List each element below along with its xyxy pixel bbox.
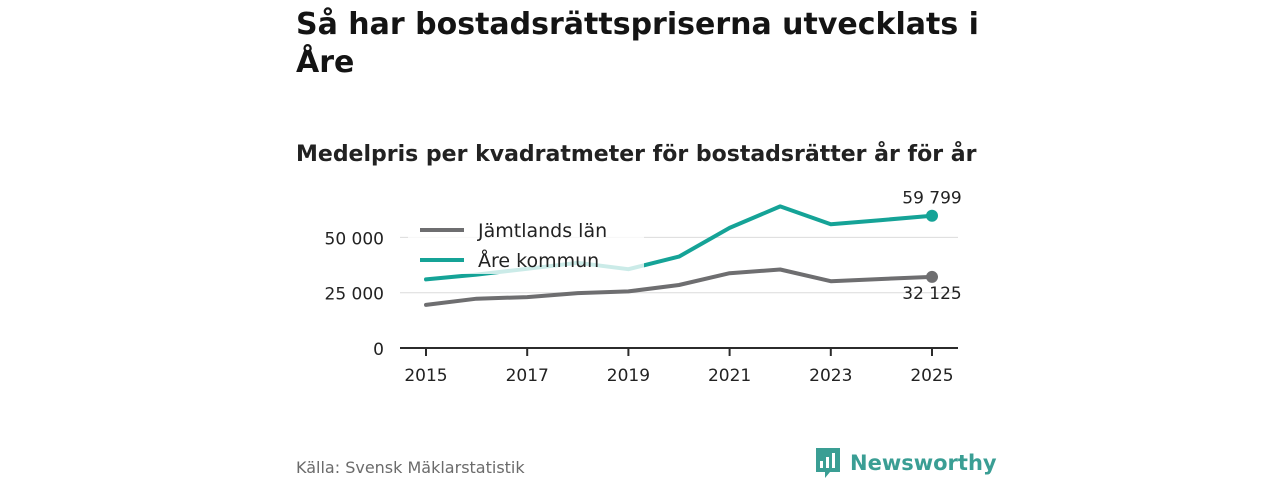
line-chart: 0 25 000 50 000 2015 2017 2019 2021 2023 2025 J… (325, 190, 962, 386)
source-note: Källa: Svensk Mäklarstatistik (296, 458, 525, 477)
x-tick-label: 2019 (607, 366, 650, 386)
newsworthy-logo-icon (816, 448, 840, 478)
x-axis: 2015 2017 2019 2021 2023 2025 (400, 347, 958, 386)
end-value-label-0: 32 125 (902, 284, 961, 304)
page-title: Så har bostadsrättspriserna utvecklats i… (296, 7, 979, 80)
chart-subtitle: Medelpris per kvadratmeter för bostadsrä… (296, 142, 977, 167)
y-axis: 0 25 000 50 000 (325, 229, 384, 360)
x-tick-label: 2021 (708, 366, 751, 386)
end-labels: 32 125 59 799 (902, 190, 961, 304)
end-value-label-1: 59 799 (902, 190, 961, 209)
y-tick-label: 0 (373, 340, 384, 360)
series-line-0 (424, 267, 934, 307)
legend-label-0: Jämtlands län (477, 220, 607, 242)
x-tick-label: 2015 (404, 366, 447, 386)
y-tick-label: 50 000 (325, 229, 384, 249)
brand-logo[interactable]: Newsworthy (814, 446, 997, 480)
legend-label-1: Åre kommun (478, 249, 599, 272)
legend-background (408, 210, 644, 274)
legend: Jämtlands län Åre kommun (408, 210, 644, 274)
x-tick-label: 2023 (809, 366, 852, 386)
series-end-marker-0 (926, 270, 938, 283)
series-end-marker-1 (926, 209, 938, 222)
x-tick-label: 2017 (506, 366, 549, 386)
chart-card: Så har bostadsrättspriserna utvecklats i… (296, 0, 997, 480)
x-tick-label: 2025 (910, 366, 953, 386)
y-tick-label: 25 000 (325, 285, 384, 305)
brand-name: Newsworthy (850, 451, 997, 475)
